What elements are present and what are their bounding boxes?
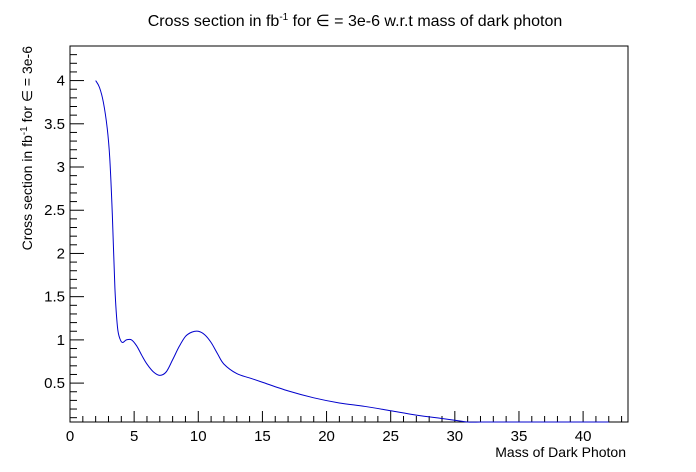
x-tick-label: 40: [575, 428, 592, 445]
y-tick-label: 4: [57, 73, 65, 90]
y-tick-label: 0.5: [44, 375, 65, 392]
cross-section-line: [95, 80, 609, 423]
y-tick-label: 1.5: [44, 289, 65, 306]
x-tick-label: 35: [511, 428, 528, 445]
x-tick-label: 5: [130, 428, 138, 445]
x-tick-label: 15: [254, 428, 271, 445]
x-tick-label: 10: [190, 428, 207, 445]
tick-labels: 0 5 10 15 20 25 30 35 40 0.5 1 1.5 2 2.5 3 3.5 4: [44, 73, 591, 445]
y-tick-label: 1: [57, 332, 65, 349]
x-axis-title: Mass of Dark Photon: [495, 444, 626, 460]
y-tick-label: 2: [57, 245, 65, 262]
x-tick-label: 20: [318, 428, 335, 445]
plot-frame: [69, 45, 629, 423]
x-tick-label: 0: [66, 428, 74, 445]
x-tick-label: 25: [382, 428, 399, 445]
y-tick-label: 3: [57, 159, 65, 176]
x-tick-label: 30: [446, 428, 463, 445]
axis-ticks: [69, 54, 623, 422]
y-tick-label: 3.5: [44, 116, 65, 133]
y-tick-label: 2.5: [44, 202, 65, 219]
y-axis-title: Cross section in fb-1 for ∈ = 3e-6: [19, 46, 35, 251]
chart-title: Cross section in fb-1 for ∈ = 3e-6 w.r.t…: [148, 12, 563, 30]
